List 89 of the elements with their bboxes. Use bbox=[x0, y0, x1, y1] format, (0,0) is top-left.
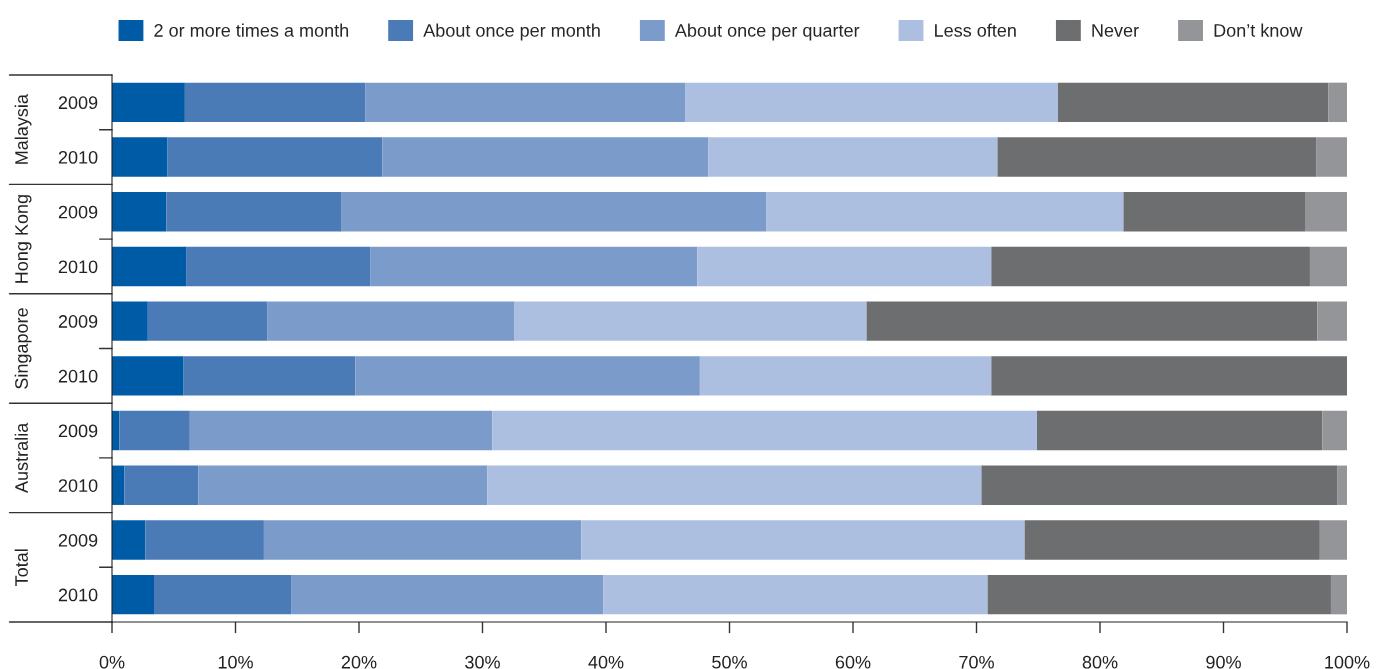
bar bbox=[1123, 192, 1306, 232]
bar bbox=[341, 192, 767, 232]
bar bbox=[708, 137, 998, 177]
bar bbox=[145, 520, 264, 560]
text: Total bbox=[14, 549, 28, 586]
bar bbox=[112, 246, 187, 287]
bar bbox=[355, 356, 700, 396]
bar bbox=[112, 137, 168, 177]
bar bbox=[112, 356, 184, 396]
bar bbox=[866, 301, 1318, 341]
bar bbox=[1317, 301, 1347, 341]
bar bbox=[1037, 410, 1323, 451]
x-tick-label: 40% bbox=[588, 655, 624, 669]
legend-label: About once per quarter bbox=[674, 23, 860, 41]
bar bbox=[997, 137, 1317, 177]
bar bbox=[697, 246, 992, 287]
bar bbox=[991, 246, 1310, 287]
legend-label: Less often bbox=[935, 23, 1016, 37]
bar bbox=[492, 410, 1038, 451]
bar bbox=[581, 520, 1025, 560]
y-tick-label: 2010 bbox=[58, 479, 98, 492]
bar bbox=[267, 301, 515, 341]
x-tick-label: 20% bbox=[341, 655, 377, 669]
bar bbox=[291, 574, 604, 615]
bar bbox=[112, 520, 146, 560]
y-tick-label: 2009 bbox=[58, 315, 98, 328]
bar bbox=[766, 192, 1124, 232]
bar bbox=[263, 520, 582, 560]
bar bbox=[153, 574, 292, 615]
bar bbox=[1322, 410, 1347, 451]
text: Hong Kong bbox=[15, 195, 32, 283]
y-tick-label: 2010 bbox=[58, 260, 98, 274]
bar bbox=[112, 192, 167, 232]
legend-label: 2 or more times a month bbox=[154, 23, 349, 37]
legend-label: Don’t know bbox=[1214, 23, 1303, 37]
x-tick-label: 30% bbox=[465, 655, 500, 669]
x-tick-label: 50% bbox=[712, 655, 747, 669]
text: Australia bbox=[14, 422, 28, 493]
bar bbox=[365, 82, 686, 123]
x-tick-label: 0% bbox=[99, 655, 125, 669]
text: Malaysia bbox=[14, 94, 32, 164]
bar bbox=[1309, 246, 1347, 287]
bar bbox=[184, 82, 366, 123]
bar bbox=[514, 301, 867, 341]
bar bbox=[183, 356, 356, 396]
bar bbox=[1058, 82, 1329, 123]
y-tick-label: 2010 bbox=[58, 588, 98, 602]
x-tick-label: 10% bbox=[218, 655, 253, 669]
bar bbox=[124, 465, 199, 505]
bar bbox=[487, 465, 982, 505]
bar bbox=[382, 137, 709, 177]
bar bbox=[112, 82, 185, 123]
bar bbox=[1330, 574, 1347, 615]
bar bbox=[112, 574, 154, 615]
bar bbox=[166, 192, 342, 232]
bar bbox=[119, 410, 190, 451]
y-tick-label: 2010 bbox=[58, 369, 98, 383]
bar bbox=[987, 574, 1331, 615]
bar bbox=[198, 465, 488, 505]
bar bbox=[112, 301, 148, 341]
text: Singapore bbox=[14, 308, 32, 389]
bar bbox=[699, 356, 992, 396]
bar bbox=[1328, 82, 1347, 123]
bar bbox=[167, 137, 383, 177]
bar bbox=[1319, 520, 1347, 560]
x-tick-label: 100% bbox=[1325, 655, 1370, 669]
bar bbox=[147, 301, 268, 341]
y-tick-label: 2010 bbox=[58, 150, 98, 164]
bar bbox=[685, 82, 1059, 123]
bar bbox=[1316, 137, 1347, 177]
bar bbox=[991, 356, 1347, 396]
bar bbox=[189, 410, 493, 451]
bar bbox=[186, 246, 371, 287]
bar bbox=[370, 246, 698, 287]
y-tick-label: 2009 bbox=[58, 424, 98, 438]
x-tick-label: 60% bbox=[835, 655, 871, 669]
y-tick-label: 2009 bbox=[58, 96, 98, 110]
y-tick-label: 2009 bbox=[58, 533, 98, 547]
legend-label: Never bbox=[1092, 24, 1139, 37]
bar bbox=[1337, 465, 1347, 505]
bar bbox=[1305, 192, 1347, 232]
legend-label: About once per month bbox=[423, 23, 600, 41]
x-tick-label: 90% bbox=[1206, 655, 1241, 669]
x-tick-label: 70% bbox=[959, 655, 994, 669]
y-tick-label: 2009 bbox=[58, 205, 98, 219]
x-tick-label: 80% bbox=[1082, 655, 1118, 669]
bar bbox=[981, 465, 1338, 505]
bar bbox=[603, 574, 988, 615]
bar bbox=[1024, 520, 1320, 560]
